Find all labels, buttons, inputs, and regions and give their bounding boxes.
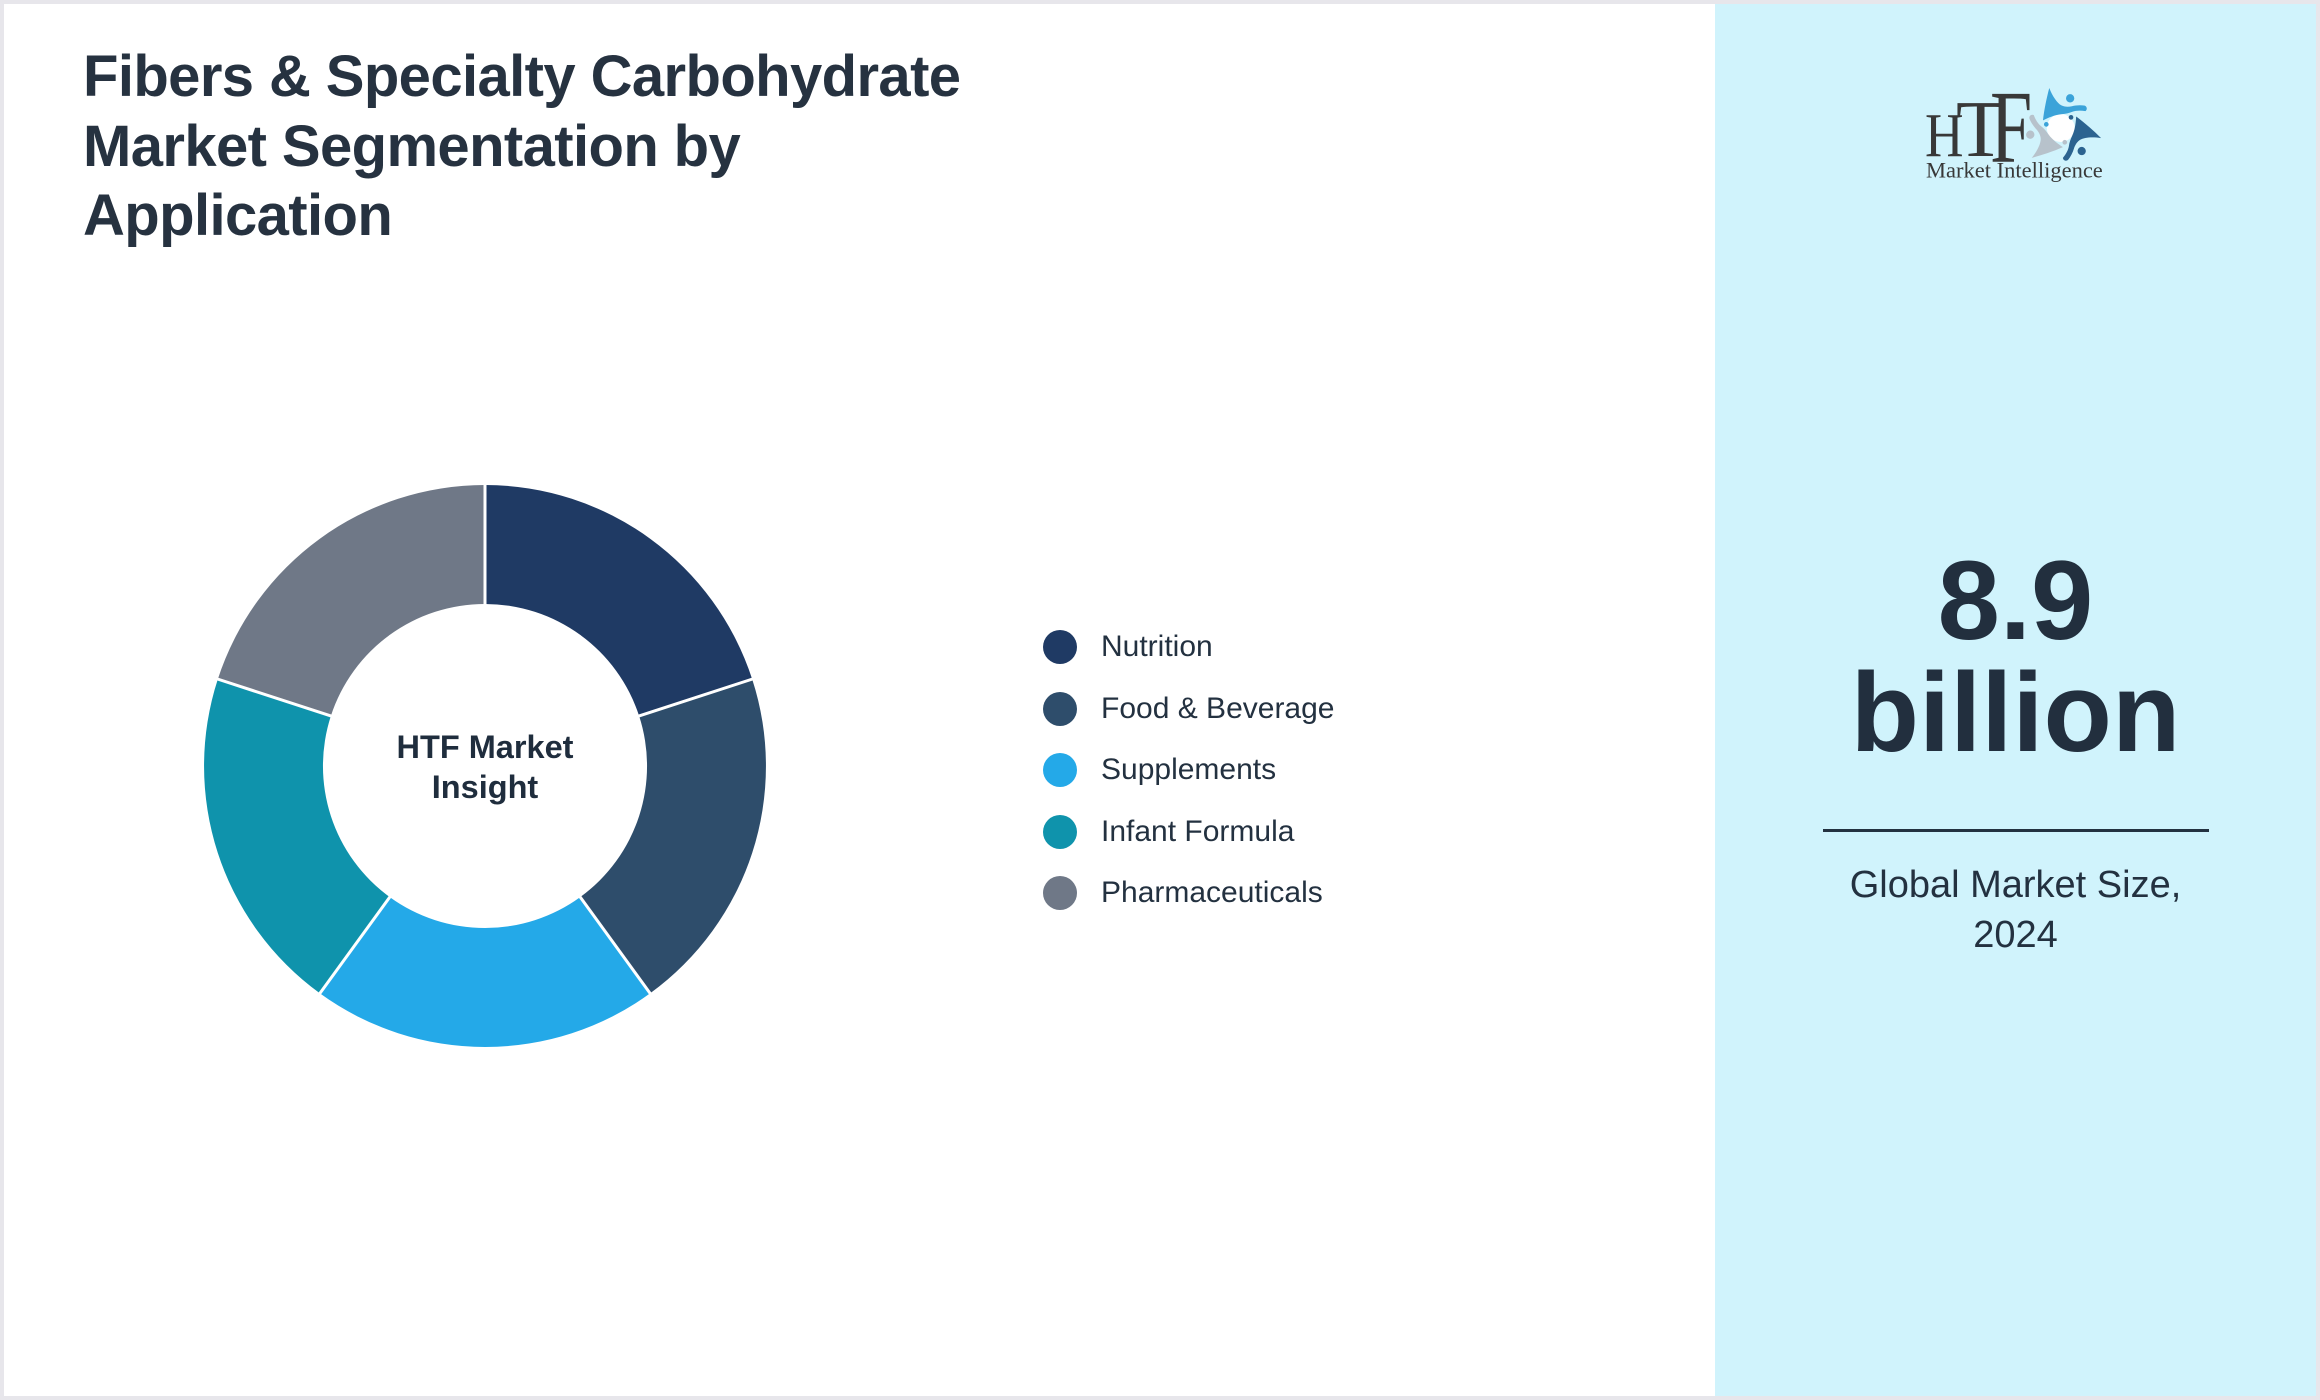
svg-text:Market Intelligence: Market Intelligence	[1926, 158, 2103, 183]
svg-text:T: T	[1956, 84, 2005, 174]
svg-text:H: H	[1925, 100, 1964, 170]
svg-text:F: F	[1990, 69, 2032, 184]
